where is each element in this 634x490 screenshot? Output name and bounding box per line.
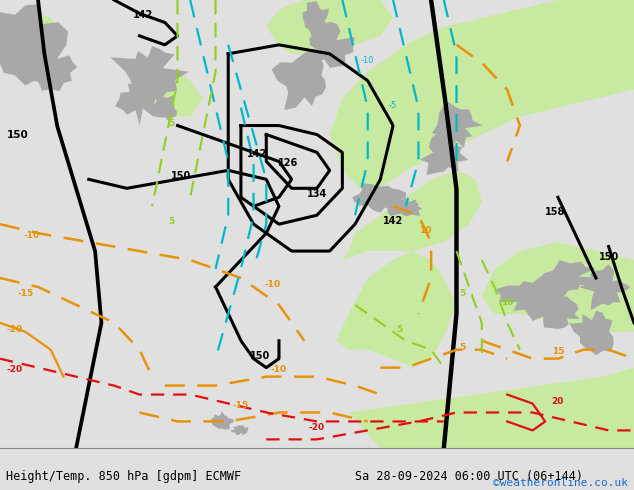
Text: Sa 28-09-2024 06:00 UTC (06+144): Sa 28-09-2024 06:00 UTC (06+144)	[355, 470, 583, 483]
Text: 150: 150	[171, 172, 191, 181]
Text: 126: 126	[278, 158, 299, 168]
Text: 142: 142	[383, 216, 403, 226]
Text: -10: -10	[264, 280, 281, 289]
Text: 5: 5	[168, 217, 174, 226]
Text: 142: 142	[133, 10, 153, 20]
Text: 142: 142	[247, 149, 267, 159]
Text: 5: 5	[168, 119, 174, 127]
Text: 5: 5	[396, 325, 403, 334]
Text: 150: 150	[598, 252, 619, 262]
Text: 134: 134	[307, 189, 327, 199]
Text: 20: 20	[552, 396, 564, 406]
Text: -10: -10	[23, 231, 40, 240]
Text: -5: -5	[389, 100, 398, 110]
Text: -20: -20	[309, 423, 325, 432]
Text: -10: -10	[361, 56, 375, 65]
Text: -20: -20	[6, 325, 22, 334]
Text: -15: -15	[17, 289, 34, 298]
Text: Height/Temp. 850 hPa [gdpm] ECMWF: Height/Temp. 850 hPa [gdpm] ECMWF	[6, 470, 242, 483]
Text: -10: -10	[271, 365, 287, 374]
Text: 5: 5	[460, 289, 466, 298]
Text: 150: 150	[250, 351, 270, 361]
Text: 10: 10	[418, 226, 431, 235]
Text: 158: 158	[545, 207, 565, 217]
Text: 15: 15	[552, 347, 564, 356]
Text: -20: -20	[6, 365, 22, 374]
Text: -15: -15	[233, 401, 249, 410]
Text: 5: 5	[460, 343, 466, 352]
Text: 10: 10	[501, 298, 514, 307]
Text: ©weatheronline.co.uk: ©weatheronline.co.uk	[493, 478, 628, 488]
Text: 150: 150	[7, 129, 29, 140]
